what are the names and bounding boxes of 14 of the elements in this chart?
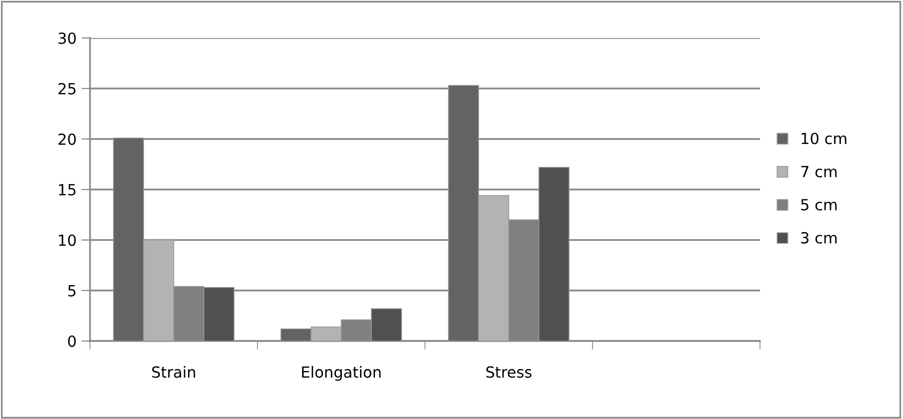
y-tick-label: 20 <box>58 133 76 146</box>
legend-label: 7 cm <box>801 166 837 178</box>
x-tick-label: Elongation <box>302 366 381 381</box>
y-tick-label: 10 <box>59 234 76 246</box>
legend-label: 5 cm <box>801 199 837 210</box>
y-tick-label: 25 <box>58 82 76 95</box>
y-tick-label: 30 <box>58 32 76 44</box>
legend-label: 10 cm <box>802 132 846 144</box>
y-tick-label: 15 <box>59 184 76 196</box>
x-tick-label: Stress <box>486 366 532 378</box>
y-tick-label: 0 <box>68 335 76 348</box>
legend-label: 3 cm <box>801 232 837 244</box>
x-tick-label: Strain <box>152 366 196 378</box>
y-tick-label: 5 <box>68 285 76 297</box>
